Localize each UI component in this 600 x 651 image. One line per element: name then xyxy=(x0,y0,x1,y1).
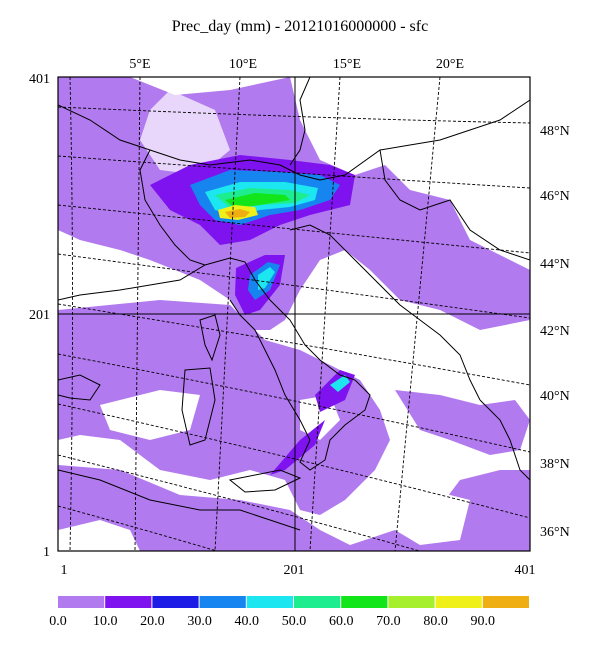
lat-label-40n: 40°N xyxy=(540,389,570,404)
colorbar-swatch-5 xyxy=(294,596,341,608)
grid-y-label-mid: 201 xyxy=(29,308,50,323)
colorbar-swatch-4 xyxy=(246,596,293,608)
colorbar-label-3: 30.0 xyxy=(187,614,212,629)
lon-label-15e: 15°E xyxy=(333,57,361,72)
colorbar-label-7: 70.0 xyxy=(376,614,401,629)
colorbar xyxy=(58,596,529,608)
lat-label-48n: 48°N xyxy=(540,124,570,139)
colorbar-swatch-8 xyxy=(435,596,482,608)
lat-label-38n: 38°N xyxy=(540,457,570,472)
precipitation-field xyxy=(58,77,530,551)
colorbar-swatch-1 xyxy=(105,596,152,608)
colorbar-label-2: 20.0 xyxy=(140,614,165,629)
colorbar-label-6: 60.0 xyxy=(328,614,354,629)
colorbar-swatch-3 xyxy=(199,596,246,608)
coastlines xyxy=(58,77,530,531)
lon-label-5e: 5°E xyxy=(129,57,150,72)
colorbar-label-5: 50.0 xyxy=(281,614,307,629)
colorbar-swatch-0 xyxy=(58,596,105,608)
grid-y-label-top: 401 xyxy=(29,72,50,87)
colorbar-swatch-9 xyxy=(482,596,529,608)
colorbar-swatch-2 xyxy=(152,596,199,608)
grid-x-label-left: 1 xyxy=(61,563,68,578)
lat-label-46n: 46°N xyxy=(540,189,570,204)
lat-label-36n: 36°N xyxy=(540,525,570,540)
grid-y-label-bottom: 1 xyxy=(43,545,50,560)
lon-label-20e: 20°E xyxy=(436,57,464,72)
lon-label-10e: 10°E xyxy=(229,57,257,72)
grid-x-label-mid: 201 xyxy=(284,563,305,578)
colorbar-label-9: 90.0 xyxy=(470,614,496,629)
colorbar-swatch-6 xyxy=(341,596,388,608)
lat-label-44n: 44°N xyxy=(540,257,570,272)
colorbar-label-8: 80.0 xyxy=(423,614,448,629)
map-title: Prec_day (mm) - 20121016000000 - sfc xyxy=(171,18,429,35)
grid-x-label-right: 401 xyxy=(515,563,536,578)
lat-label-42n: 42°N xyxy=(540,324,570,339)
colorbar-label-4: 40.0 xyxy=(234,614,260,629)
map-frame xyxy=(57,76,531,552)
colorbar-swatch-7 xyxy=(388,596,435,608)
colorbar-label-1: 10.0 xyxy=(92,614,118,629)
colorbar-label-0: 0.0 xyxy=(49,614,67,629)
